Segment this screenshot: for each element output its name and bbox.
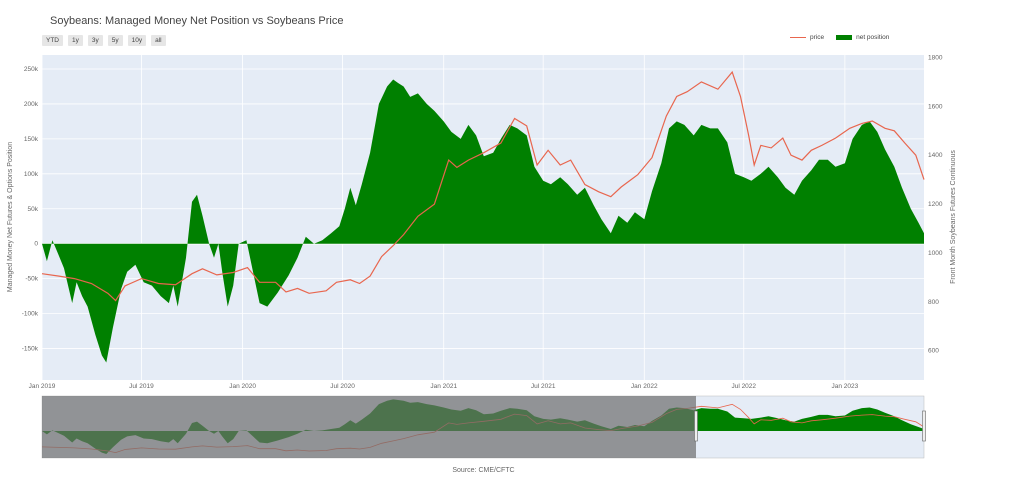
- range-button-all[interactable]: all: [151, 35, 166, 46]
- range-slider-unselected-mask: [42, 396, 696, 458]
- range-slider-handle[interactable]: [922, 410, 926, 442]
- y-left-tick-label: -150k: [22, 346, 39, 353]
- range-selector-buttons: YTD 1y 3y 5y 10y all: [42, 35, 166, 46]
- y-left-tick-label: 0: [34, 241, 38, 248]
- y-left-tick-label: 250k: [24, 66, 39, 73]
- range-button-3y[interactable]: 3y: [87, 35, 103, 46]
- y-right-tick-label: 1600: [928, 103, 943, 110]
- x-tick-label: Jul 2022: [731, 383, 756, 390]
- x-tick-label: Jan 2020: [229, 383, 256, 390]
- legend-item-price[interactable]: price: [790, 34, 824, 41]
- range-slider-mask: [42, 396, 696, 458]
- range-slider-handle[interactable]: [694, 410, 698, 442]
- price-line-swatch: [790, 36, 806, 39]
- y-left-tick-label: 200k: [24, 101, 39, 108]
- x-tick-label: Jan 2021: [430, 383, 457, 390]
- y-axis-right-title: Front Month Soybeans Futures Continuous: [950, 150, 957, 284]
- x-tick-label: Jan 2022: [631, 383, 658, 390]
- source-note: Source: CME/CFTC: [452, 467, 515, 474]
- legend-item-net-position[interactable]: net position: [836, 34, 889, 41]
- chart-legend: price net position: [790, 34, 889, 41]
- y-left-tick-label: 50k: [28, 206, 39, 213]
- x-tick-label: Jan 2019: [29, 383, 56, 390]
- y-right-tick-label: 1800: [928, 54, 943, 61]
- range-slider[interactable]: [41, 395, 926, 459]
- x-tick-label: Jul 2021: [531, 383, 556, 390]
- net-position-series: [42, 79, 924, 363]
- x-tick-label: Jul 2020: [330, 383, 355, 390]
- y-axis-left-title: Managed Money Net Futures & Options Posi…: [7, 142, 14, 292]
- range-slider-handles[interactable]: [694, 410, 926, 442]
- axis-ticks: -150k -100k -50k 0 50k 100k 150k 200k 250k 600 800…: [22, 54, 943, 390]
- y-left-tick-label: 100k: [24, 171, 39, 178]
- range-button-5y[interactable]: 5y: [107, 35, 123, 46]
- range-button-ytd[interactable]: YTD: [42, 35, 63, 46]
- y-right-tick-label: 1000: [928, 250, 943, 257]
- price-series: [41, 70, 925, 302]
- y-left-tick-label: 150k: [24, 136, 39, 143]
- price-line[interactable]: [41, 70, 925, 302]
- range-button-1y[interactable]: 1y: [68, 35, 83, 46]
- x-tick-label: Jul 2019: [129, 383, 154, 390]
- chart-title: Soybeans: Managed Money Net Position vs …: [50, 15, 344, 27]
- x-tick-label: Jan 2023: [831, 383, 858, 390]
- y-left-tick-label: -100k: [22, 311, 39, 318]
- legend-label-net-position: net position: [856, 34, 890, 41]
- range-button-10y[interactable]: 10y: [127, 35, 147, 46]
- net-position-swatch: [836, 35, 853, 40]
- legend-label-price: price: [810, 34, 825, 41]
- y-right-tick-label: 800: [928, 299, 939, 306]
- y-left-tick-label: -50k: [25, 276, 38, 283]
- net-position-area[interactable]: [42, 79, 924, 363]
- y-right-tick-label: 1200: [928, 201, 943, 208]
- y-right-tick-label: 1400: [928, 152, 943, 159]
- y-right-tick-label: 600: [928, 348, 939, 355]
